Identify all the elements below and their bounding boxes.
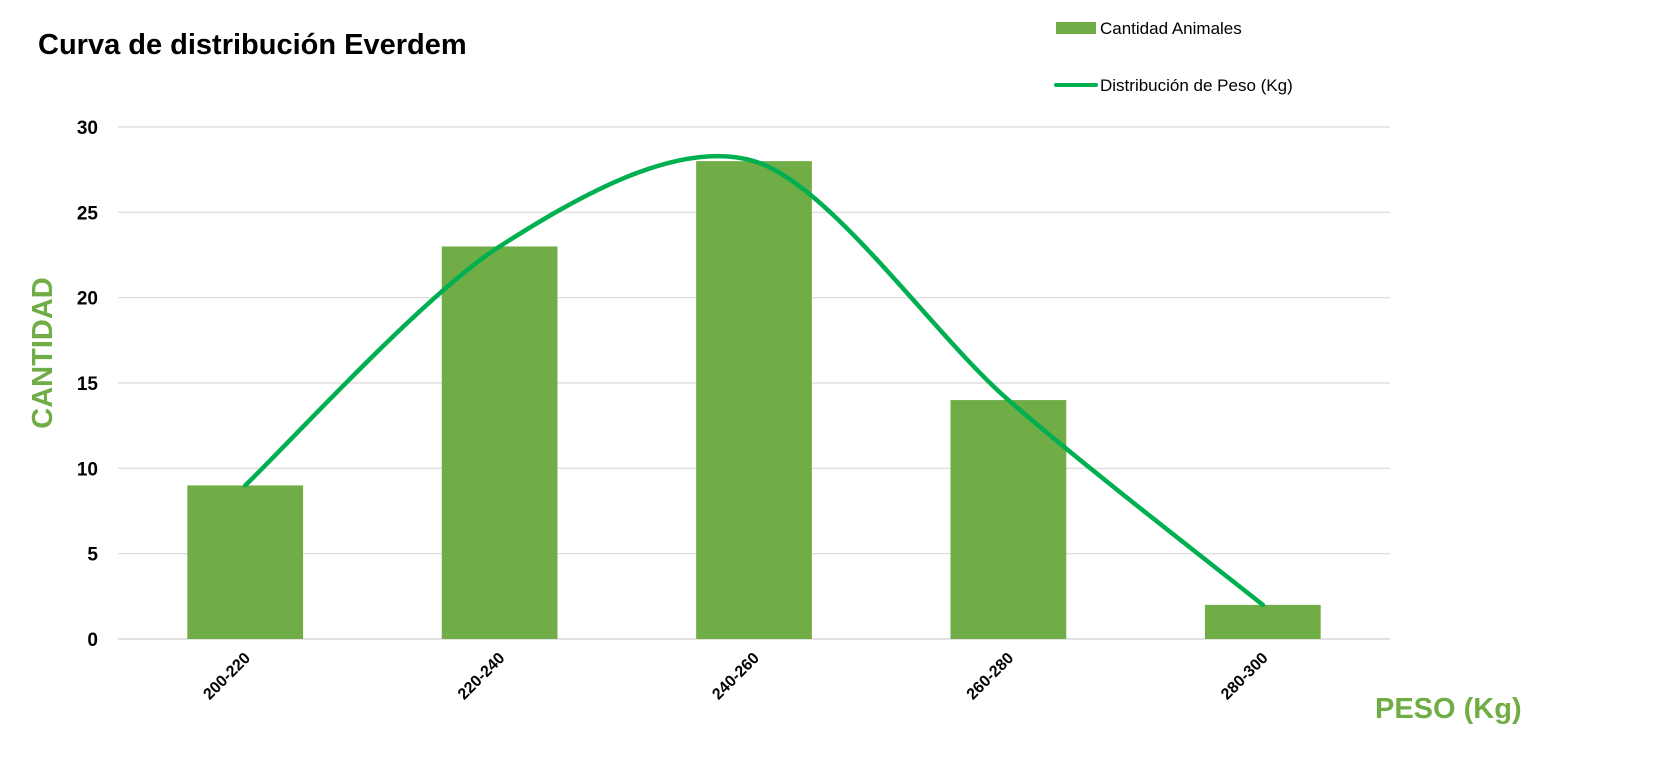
bar-280-300: [1204, 604, 1321, 639]
y-tick-label-20: 20: [77, 289, 98, 310]
legend-bar-swatch: [1056, 22, 1096, 34]
y-tick-label-15: 15: [77, 374, 99, 395]
bar-series: [187, 161, 1321, 639]
x-tick-label-280-300: 280-300: [1218, 650, 1272, 704]
x-tick-label-220-240: 220-240: [455, 650, 509, 704]
x-axis-ticks: 200-220 220-240 240-260 260-280 280-300: [200, 650, 1271, 704]
legend-bar-label: Cantidad Animales: [1100, 19, 1242, 38]
bar-220-240: [441, 246, 558, 639]
y-tick-label-5: 5: [87, 545, 98, 566]
legend: Cantidad Animales Distribución de Peso (…: [1054, 19, 1293, 95]
y-axis-ticks: 0 5 10 15 20 25 30: [77, 118, 99, 651]
x-axis-title: PESO (Kg): [1375, 693, 1522, 725]
x-tick-label-260-280: 260-280: [964, 650, 1018, 704]
chart-title: Curva de distribución Everdem: [38, 29, 467, 61]
distribution-line: [242, 153, 1266, 608]
y-axis-title: CANTIDAD: [27, 277, 59, 428]
y-tick-label-30: 30: [77, 118, 98, 139]
x-tick-label-240-260: 240-260: [709, 650, 763, 704]
x-tick-label-200-220: 200-220: [200, 650, 254, 704]
bar-200-220: [187, 485, 304, 639]
bar-240-260: [696, 161, 812, 639]
legend-line-label: Distribución de Peso (Kg): [1100, 76, 1293, 95]
y-tick-label-0: 0: [87, 630, 98, 651]
bar-260-280: [950, 400, 1067, 639]
y-tick-label-10: 10: [77, 459, 98, 480]
y-tick-label-25: 25: [77, 203, 99, 224]
